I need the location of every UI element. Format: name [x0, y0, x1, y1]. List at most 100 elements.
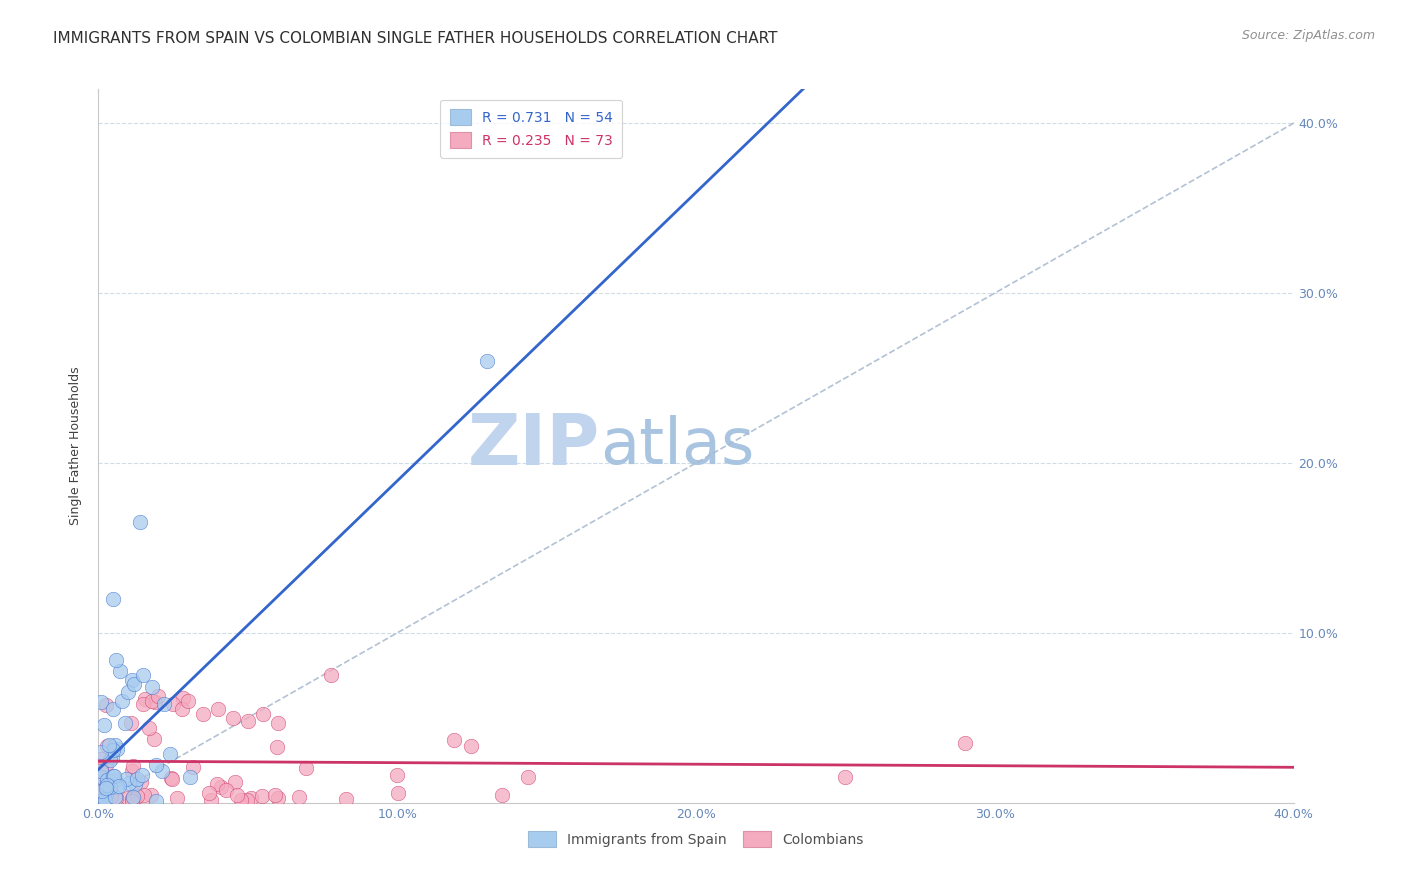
Point — [517, 770, 540, 784]
Point — [236, 793, 259, 807]
Point — [96, 698, 118, 713]
Point — [98, 739, 121, 753]
Point — [90, 764, 112, 779]
Point — [91, 789, 114, 804]
Legend: Immigrants from Spain, Colombians: Immigrants from Spain, Colombians — [523, 826, 869, 853]
Point — [100, 789, 122, 803]
Point — [90, 745, 112, 759]
Point — [105, 653, 128, 667]
Point — [124, 777, 146, 791]
Point — [267, 790, 290, 805]
Text: atlas: atlas — [600, 415, 755, 477]
Point — [121, 792, 143, 806]
Point — [114, 772, 136, 787]
Point — [385, 768, 408, 782]
Point — [132, 698, 155, 712]
Text: Source: ZipAtlas.com: Source: ZipAtlas.com — [1241, 29, 1375, 42]
Text: IMMIGRANTS FROM SPAIN VS COLOMBIAN SINGLE FATHER HOUSEHOLDS CORRELATION CHART: IMMIGRANTS FROM SPAIN VS COLOMBIAN SINGL… — [53, 31, 778, 46]
Point — [96, 739, 118, 753]
Point — [103, 591, 125, 606]
Point — [127, 772, 149, 787]
Point — [491, 788, 513, 802]
Point — [118, 776, 141, 790]
Point — [90, 784, 112, 798]
Point — [222, 711, 245, 725]
Point — [98, 753, 121, 767]
Point — [117, 791, 139, 805]
Point — [131, 767, 153, 781]
Text: ZIP: ZIP — [468, 411, 600, 481]
Point — [90, 762, 112, 776]
Point — [172, 702, 194, 716]
Point — [166, 791, 188, 805]
Point — [134, 788, 156, 802]
Point — [179, 770, 201, 784]
Point — [152, 764, 174, 779]
Point — [173, 691, 195, 706]
Point — [224, 774, 246, 789]
Point — [90, 695, 112, 709]
Point — [90, 770, 112, 784]
Point — [215, 783, 238, 797]
Point — [387, 786, 409, 800]
Point — [107, 779, 129, 793]
Point — [205, 777, 228, 791]
Point — [122, 759, 145, 773]
Point — [209, 780, 232, 794]
Point — [94, 788, 117, 802]
Point — [93, 717, 115, 731]
Point — [120, 716, 142, 731]
Point — [122, 792, 145, 806]
Point — [143, 732, 166, 747]
Point — [121, 764, 143, 778]
Point — [160, 772, 183, 786]
Point — [93, 791, 115, 805]
Point — [264, 788, 287, 802]
Point — [114, 715, 136, 730]
Point — [229, 793, 252, 807]
Point — [103, 769, 125, 783]
Point — [111, 694, 134, 708]
Y-axis label: Single Father Households: Single Father Households — [69, 367, 83, 525]
Point — [953, 736, 976, 750]
Point — [132, 668, 155, 682]
Point — [98, 780, 121, 794]
Point — [121, 794, 143, 808]
Point — [90, 752, 112, 766]
Point — [148, 689, 170, 703]
Point — [110, 664, 132, 678]
Point — [207, 702, 229, 716]
Point — [124, 677, 146, 691]
Point — [191, 707, 214, 722]
Point — [127, 789, 149, 804]
Point — [198, 786, 221, 800]
Point — [93, 793, 115, 807]
Point — [834, 770, 856, 784]
Point — [145, 695, 167, 709]
Point — [138, 721, 160, 735]
Point — [141, 680, 163, 694]
Point — [183, 760, 205, 774]
Point — [475, 354, 498, 368]
Point — [443, 732, 465, 747]
Point — [153, 698, 176, 712]
Point — [177, 694, 200, 708]
Point — [97, 778, 120, 792]
Point — [104, 739, 127, 753]
Point — [159, 771, 181, 785]
Point — [122, 789, 145, 804]
Point — [295, 761, 318, 775]
Point — [134, 692, 156, 706]
Point — [101, 743, 124, 757]
Point — [117, 685, 139, 699]
Point — [225, 788, 247, 802]
Point — [96, 778, 118, 792]
Point — [94, 757, 117, 772]
Point — [266, 739, 288, 754]
Point — [103, 769, 125, 783]
Point — [129, 516, 152, 530]
Point — [252, 789, 274, 803]
Point — [103, 702, 125, 716]
Point — [162, 698, 184, 712]
Point — [101, 750, 124, 764]
